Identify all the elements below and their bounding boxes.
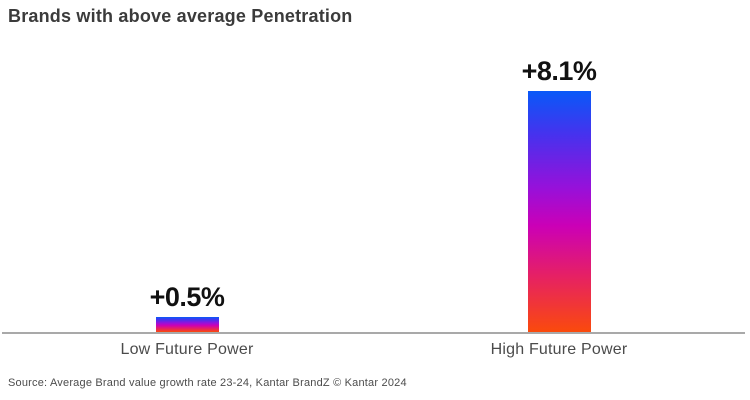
chart-title: Brands with above average Penetration [8, 6, 353, 26]
bar-high-future-power [527, 91, 591, 332]
category-label-low-future-power: Low Future Power [120, 341, 254, 358]
bar-group-low-future-power: +0.5% [87, 284, 287, 332]
bar-group-high-future-power: +8.1% [459, 58, 659, 332]
source-note: Source: Average Brand value growth rate … [8, 377, 407, 389]
x-axis-line [2, 332, 745, 334]
value-label-low-future-power: +0.5% [149, 282, 225, 312]
bar-low-future-power [155, 317, 219, 332]
category-label-high-future-power: High Future Power [490, 341, 628, 358]
value-label-high-future-power: +8.1% [521, 56, 597, 86]
